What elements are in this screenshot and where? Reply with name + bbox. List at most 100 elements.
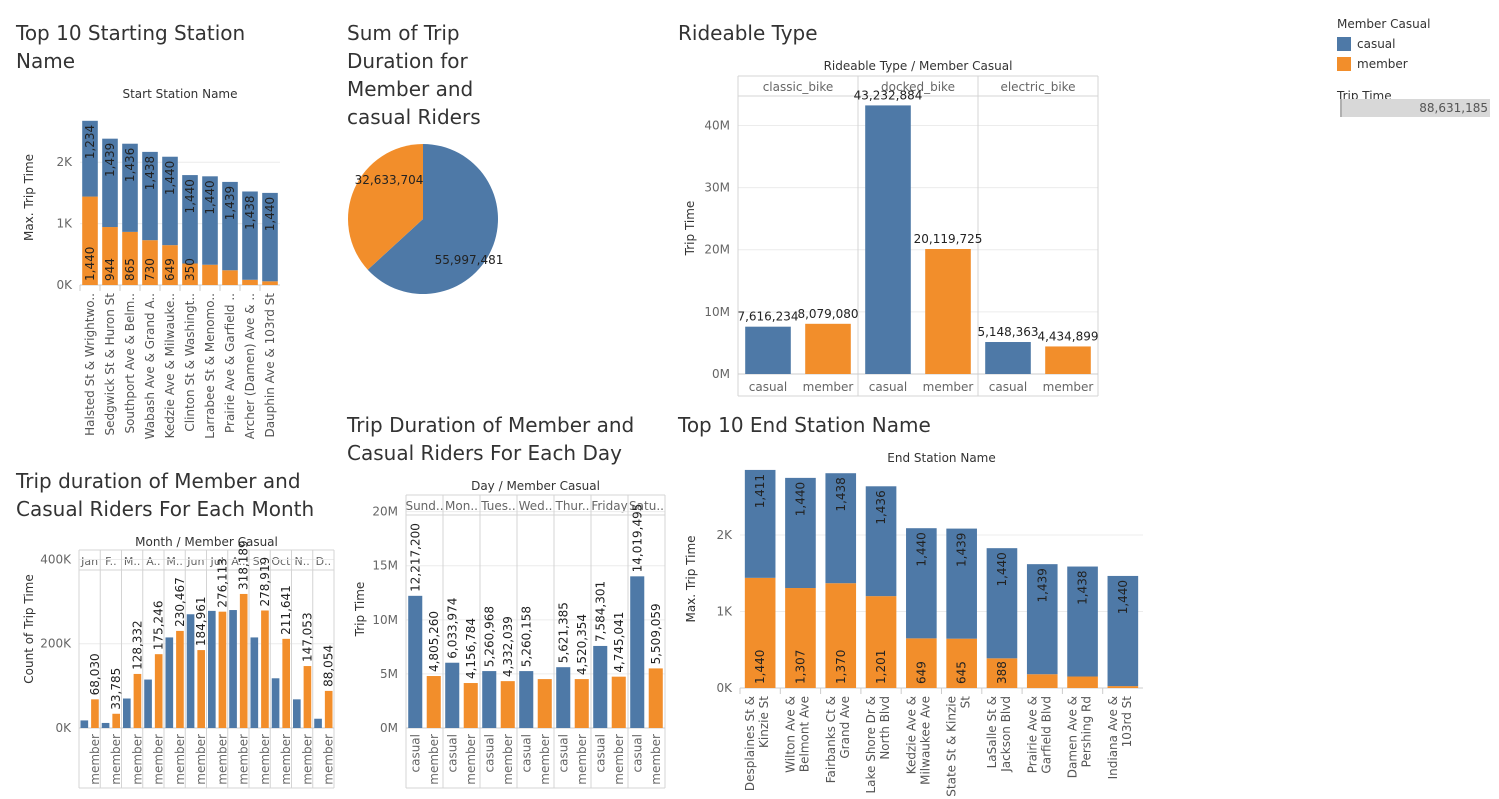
- start-header: Start Station Name: [122, 87, 237, 101]
- day-title-line: Casual Riders For Each Day: [347, 441, 622, 465]
- start-bar-casual: [182, 175, 198, 264]
- month-panel-label: Jun: [186, 555, 204, 568]
- day-bar-casual: [445, 662, 460, 728]
- end-x-tick-label: Grand Ave: [838, 696, 852, 759]
- end-bar-casual: [1026, 564, 1058, 675]
- end-y-axis-label: Max. Trip Time: [684, 535, 698, 622]
- month-title-line: Casual Riders For Each Month: [16, 497, 315, 521]
- end-data-label-casual: 1,440: [793, 482, 807, 516]
- day-data-label-member: 4,332,039: [501, 616, 515, 677]
- day-bar-casual: [556, 667, 571, 728]
- day-y-axis-label: Trip Time: [353, 582, 367, 638]
- start-bar-member: [202, 264, 218, 285]
- day-x-tick-label: casual: [482, 734, 496, 773]
- month-x-tick-label: member: [237, 734, 251, 785]
- day-data-label-casual: 5,260,158: [519, 606, 533, 667]
- day-title-line: Trip Duration of Member and: [347, 413, 635, 437]
- start-bar-casual: [162, 156, 178, 246]
- rideable-y-tick-label: 40M: [704, 118, 730, 132]
- day-bar-member: [537, 679, 552, 728]
- month-bar-member: [303, 666, 312, 728]
- day-y-tick-label: 15M: [372, 559, 398, 573]
- end-x-tick-label: 103rd St: [1120, 696, 1134, 748]
- rideable-x-tick-label: casual: [989, 380, 1028, 394]
- day-x-tick-label: member: [501, 734, 515, 785]
- start-bar-casual: [262, 192, 278, 282]
- start-x-tick-label: Larrabee St & Menomo..: [203, 293, 217, 439]
- end-bar-member: [1107, 686, 1139, 688]
- rideable-x-tick-label: member: [923, 380, 974, 394]
- end-x-tick-label: Lake Shore Dr &: [864, 696, 878, 794]
- trip-time-slider[interactable]: 88,631,185: [1340, 99, 1490, 117]
- rideable-data-label-casual: 43,232,884: [854, 88, 923, 102]
- month-bar-casual: [250, 637, 259, 728]
- month-y-axis-label: Count of Trip Time: [22, 574, 36, 683]
- day-data-label-casual: 5,621,385: [556, 602, 570, 663]
- day-bar-casual: [593, 645, 608, 728]
- end-x-tick-label: Belmont Ave: [797, 696, 811, 772]
- rideable-bar-casual: [745, 326, 791, 374]
- month-x-tick-label: member: [215, 734, 229, 785]
- end-data-label-casual: 1,411: [753, 474, 767, 508]
- day-x-tick-label: member: [464, 734, 478, 785]
- month-x-tick-label: member: [152, 734, 166, 785]
- start-bar-member: [242, 279, 258, 285]
- day-y-tick-label: 20M: [372, 505, 398, 519]
- month-panel-label: Jul: [209, 555, 223, 568]
- day-panel-label: Sund..: [405, 499, 443, 513]
- month-bar-member: [218, 611, 227, 728]
- legend-swatch-member: [1337, 57, 1351, 71]
- start-data-label-casual: 1,439: [223, 186, 237, 220]
- day-y-tick-label: 5M: [380, 667, 398, 681]
- start-data-label-casual: 1,438: [243, 195, 257, 229]
- end-data-label-casual: 1,438: [834, 477, 848, 511]
- end-x-tick-label: Pershing Rd: [1080, 696, 1094, 767]
- month-y-tick-label: 200K: [40, 637, 72, 651]
- start-x-tick-label: Kedzie Ave & Milwauke..: [163, 293, 177, 438]
- end-data-label-casual: 1,439: [955, 533, 969, 567]
- month-header: Month / Member Casual: [135, 535, 278, 549]
- end-y-tick-label: 0K: [716, 681, 733, 695]
- end-x-tick-label: Jackson Blvd: [999, 696, 1013, 773]
- day-bar-member: [574, 679, 589, 728]
- month-x-tick-label: member: [109, 734, 123, 785]
- end-data-label-casual: 1,438: [1076, 571, 1090, 605]
- day-panel-label: Mon..: [445, 499, 478, 513]
- start-data-label-casual: 1,439: [103, 143, 117, 177]
- start-data-label-casual: 1,440: [163, 161, 177, 195]
- legend-item-member[interactable]: member: [1337, 54, 1430, 74]
- end-x-tick-label: Kinzie St: [757, 696, 771, 748]
- month-x-tick-label: member: [322, 734, 336, 785]
- day-x-tick-label: member: [612, 734, 626, 785]
- rideable-bar-member: [1045, 346, 1091, 374]
- end-bar-member: [785, 588, 816, 688]
- end-x-tick-label: Desplaines St &: [743, 696, 757, 791]
- day-data-label-member: 4,156,784: [464, 618, 478, 679]
- end-x-tick-label: St: [959, 696, 973, 709]
- month-bar-member: [261, 610, 269, 728]
- rideable-chart-title: Rideable Type: [678, 19, 818, 47]
- start-bar-member: [122, 231, 138, 285]
- day-data-label-casual: 12,217,200: [408, 523, 422, 592]
- start-data-label-casual: 1,440: [183, 179, 197, 213]
- start-x-tick-label: Prairie Ave & Garfield ..: [223, 293, 237, 433]
- start-bar-casual: [102, 138, 118, 228]
- month-bar-member: [239, 593, 248, 728]
- pie-label-member: 32,633,704: [355, 173, 424, 187]
- day-panel-label: Wed..: [519, 499, 553, 513]
- month-bar-member: [197, 650, 206, 728]
- legend-item-casual[interactable]: casual: [1337, 34, 1430, 54]
- start-bar-member: [142, 240, 158, 285]
- month-panel-label: A..: [146, 555, 160, 568]
- start-bar-member: [162, 245, 178, 285]
- month-panel-label: Jan: [80, 555, 98, 568]
- end-x-tick-label: LaSalle St &: [985, 696, 999, 768]
- start-x-tick-label: Sedgwick St & Huron St: [103, 293, 117, 436]
- rideable-bar-casual: [985, 342, 1031, 374]
- month-panel-label: M..: [124, 555, 140, 568]
- day-panel-label: Friday: [591, 499, 627, 513]
- start-bar-member: [82, 196, 98, 285]
- day-data-label-casual: 6,033,974: [445, 598, 459, 659]
- day-x-tick-label: member: [649, 734, 663, 785]
